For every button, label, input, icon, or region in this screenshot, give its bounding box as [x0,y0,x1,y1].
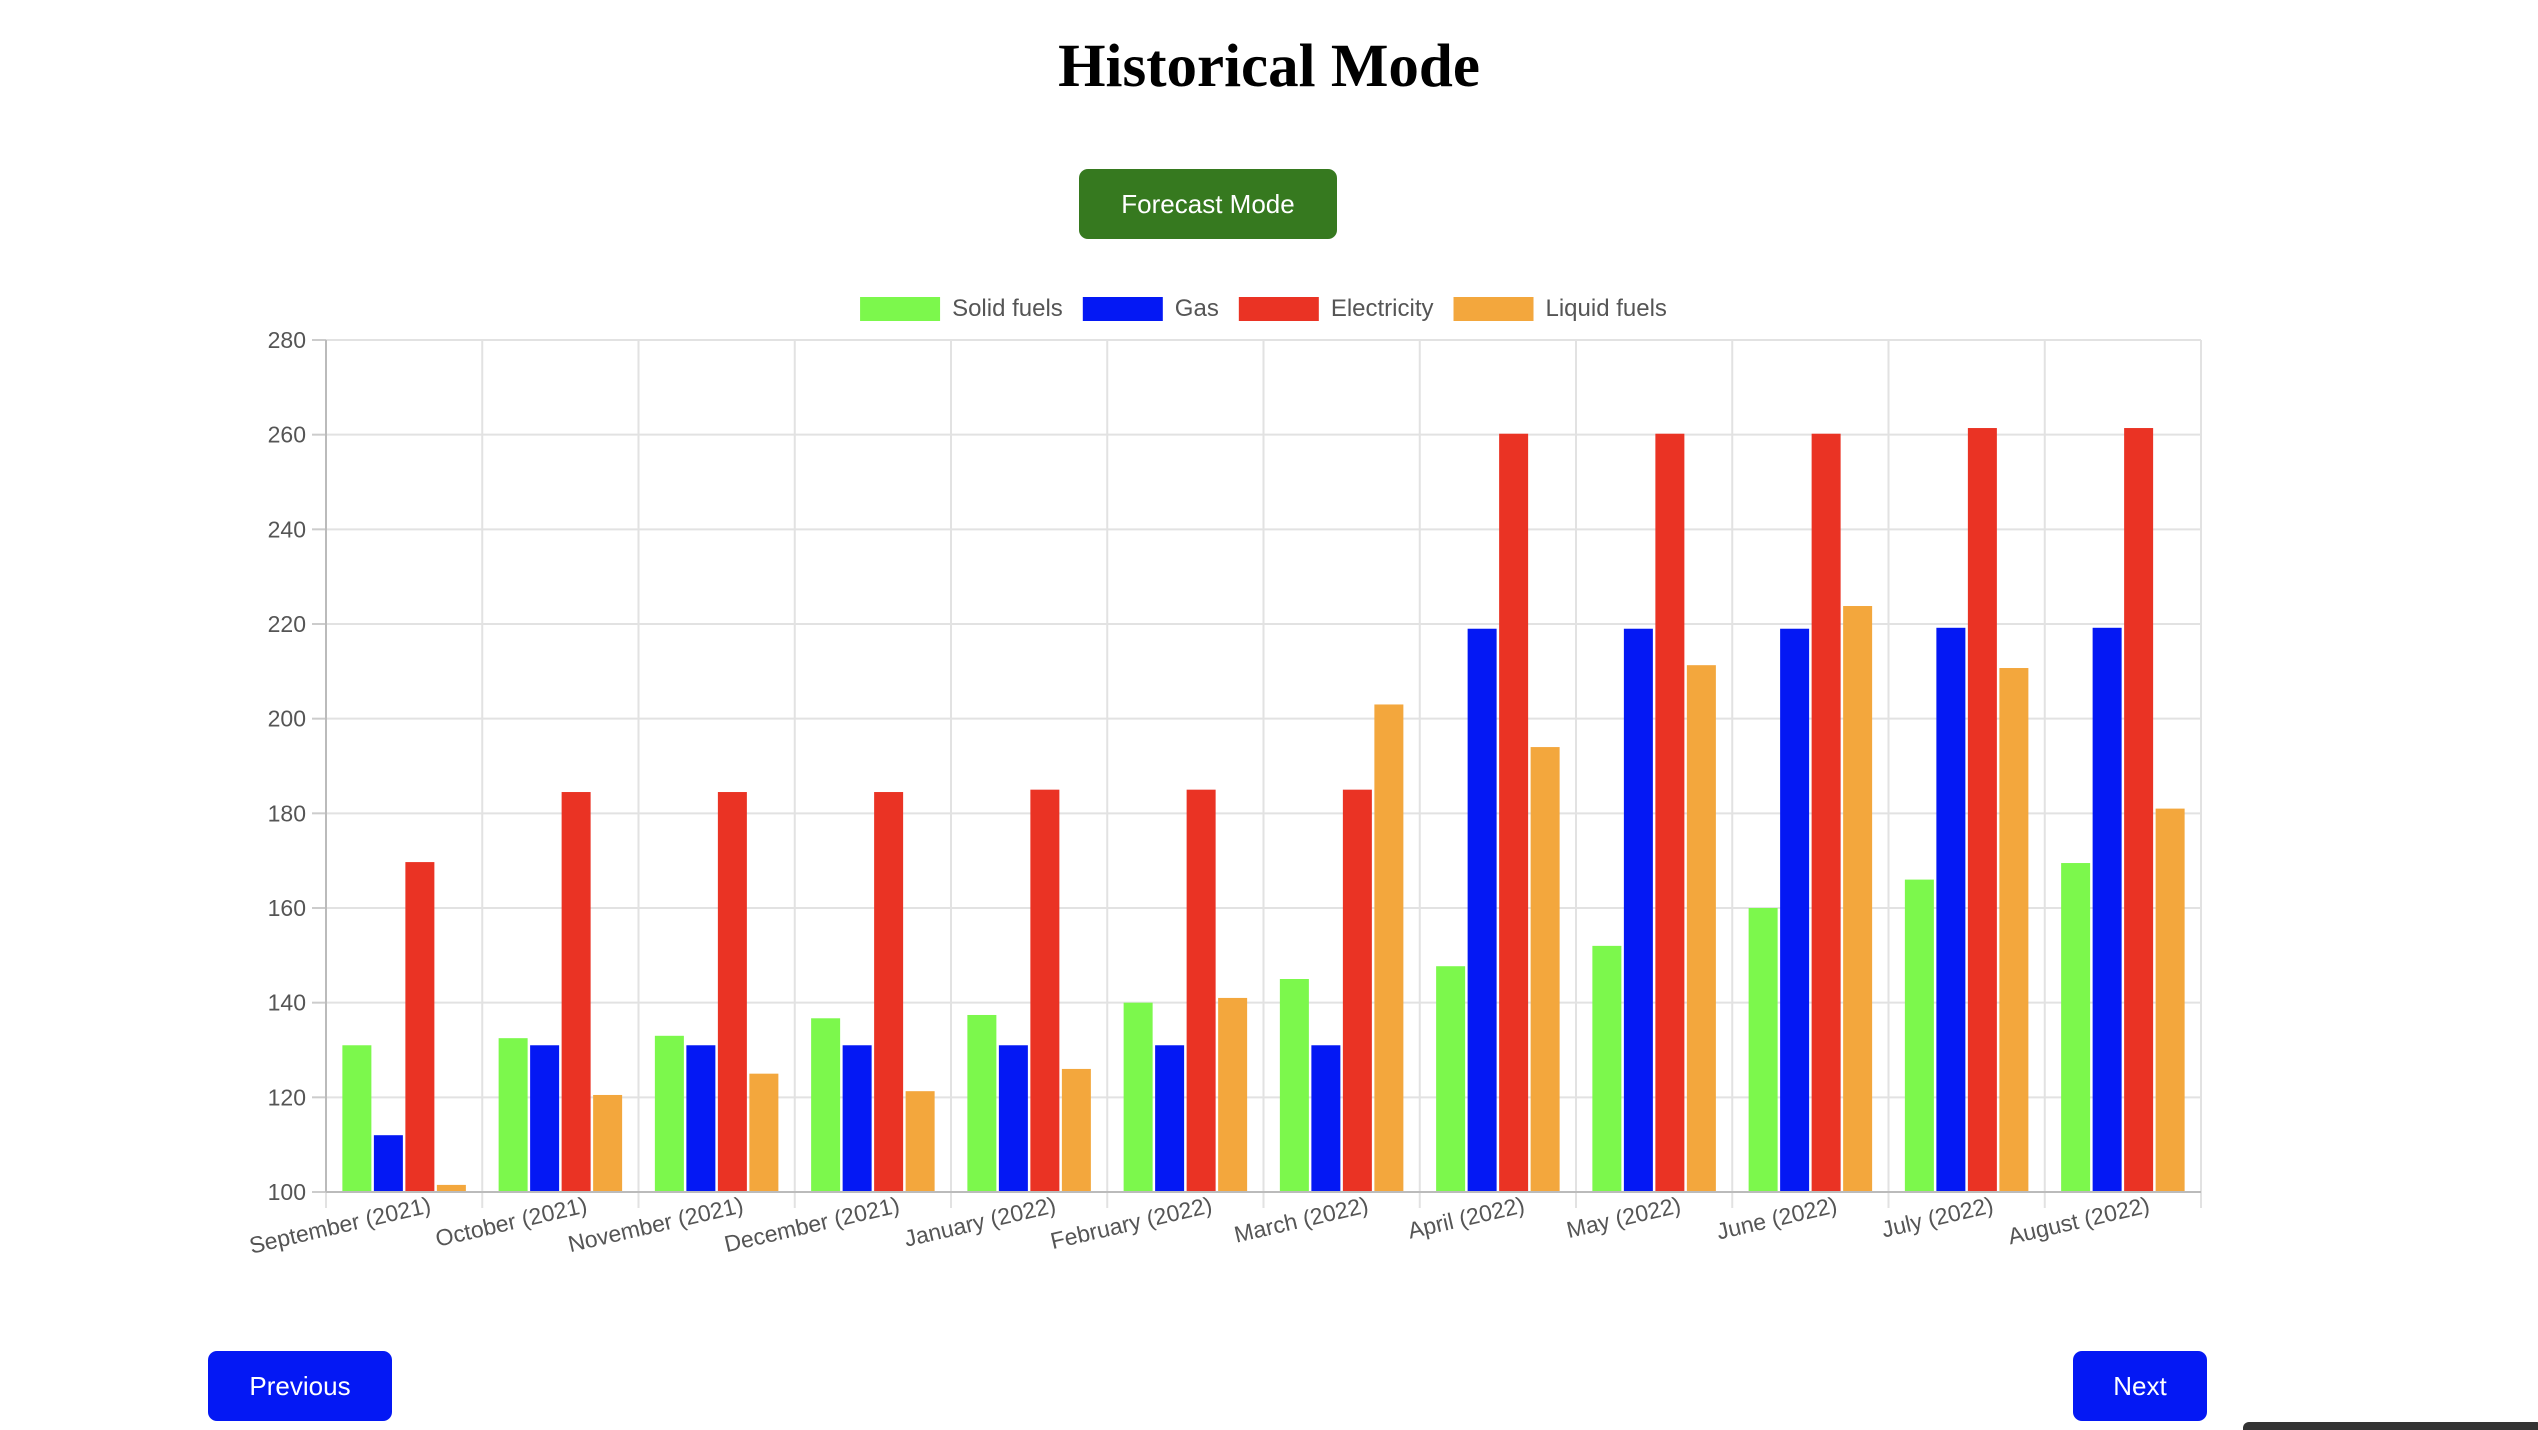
bar-gas[interactable] [998,1045,1028,1192]
bar-solid-fuels[interactable] [1436,966,1466,1192]
bar-solid-fuels[interactable] [342,1045,372,1192]
bar-chart: 280260240220200180160140120100September … [247,295,2202,1259]
y-tick-label: 260 [268,422,306,448]
x-tick-label: October (2021) [433,1192,590,1252]
bar-gas[interactable] [686,1045,716,1192]
bar-liquid-fuels[interactable] [1843,606,1873,1192]
bar-liquid-fuels[interactable] [1686,665,1716,1192]
bar-gas[interactable] [2092,627,2122,1192]
x-tick-label: December (2021) [722,1192,902,1258]
bar-liquid-fuels[interactable] [1530,747,1560,1192]
bar-liquid-fuels[interactable] [749,1073,779,1192]
bar-electricity[interactable] [1655,433,1685,1193]
bar-liquid-fuels[interactable] [436,1184,466,1192]
bar-solid-fuels[interactable] [811,1018,841,1192]
bar-electricity[interactable] [2124,428,2154,1192]
y-tick-label: 160 [268,895,306,921]
bar-solid-fuels[interactable] [498,1038,528,1192]
bar-solid-fuels[interactable] [1279,979,1309,1192]
bar-electricity[interactable] [1967,428,1997,1192]
y-tick-label: 140 [268,990,306,1016]
previous-button[interactable]: Previous [208,1351,392,1421]
legend-label: Liquid fuels [1546,295,1667,322]
bar-liquid-fuels[interactable] [2155,808,2185,1192]
bar-liquid-fuels[interactable] [905,1091,935,1192]
x-tick-label: February (2022) [1048,1192,1215,1254]
legend-swatch [860,297,941,321]
bar-gas[interactable] [1623,628,1653,1192]
y-tick-label: 200 [268,706,306,732]
window-edge [2243,1422,2538,1430]
x-tick-label: April (2022) [1405,1192,1527,1244]
x-tick-label: November (2021) [566,1192,746,1258]
y-tick-label: 120 [268,1084,306,1110]
bar-gas[interactable] [1780,628,1810,1192]
bar-electricity[interactable] [561,792,591,1192]
y-tick-label: 220 [268,611,306,637]
bars [342,428,2185,1193]
bar-liquid-fuels[interactable] [1999,668,2029,1192]
bar-liquid-fuels[interactable] [1218,997,1248,1192]
bar-liquid-fuels[interactable] [1374,704,1404,1192]
bar-electricity[interactable] [1030,789,1060,1192]
x-tick-label: August (2022) [2005,1192,2152,1250]
bar-solid-fuels[interactable] [1748,908,1778,1192]
bar-solid-fuels[interactable] [1123,1002,1153,1192]
forecast-mode-button[interactable]: Forecast Mode [1079,169,1337,239]
legend-label: Electricity [1331,295,1434,322]
y-tick-label: 280 [268,327,306,353]
legend-label: Solid fuels [952,295,1063,322]
bar-liquid-fuels[interactable] [593,1094,623,1192]
y-tick-label: 100 [268,1179,306,1205]
legend-swatch [1238,297,1319,321]
x-tick-label: July (2022) [1879,1192,1996,1243]
bar-gas[interactable] [842,1045,872,1192]
x-tick-label: May (2022) [1564,1192,1683,1244]
bar-solid-fuels[interactable] [654,1035,684,1192]
bar-electricity[interactable] [1186,789,1216,1192]
legend-swatch [1082,297,1163,321]
bar-electricity[interactable] [405,862,435,1192]
bar-solid-fuels[interactable] [1904,879,1934,1192]
bar-gas[interactable] [373,1135,403,1192]
x-tick-label: January (2022) [902,1192,1059,1252]
bar-gas[interactable] [1467,628,1497,1192]
grid [325,339,2202,1208]
bar-solid-fuels[interactable] [1592,945,1622,1192]
bar-electricity[interactable] [1811,433,1841,1193]
bar-gas[interactable] [1155,1045,1185,1192]
next-button[interactable]: Next [2073,1351,2207,1421]
bar-gas[interactable] [1936,627,1966,1192]
y-tick-label: 180 [268,800,306,826]
legend-swatch [1453,297,1534,321]
page-title: Historical Mode [1058,33,1480,100]
bar-liquid-fuels[interactable] [1061,1068,1091,1192]
bar-gas[interactable] [530,1045,560,1192]
bar-solid-fuels[interactable] [2061,863,2091,1192]
x-tick-label: March (2022) [1232,1192,1371,1248]
y-tick-label: 240 [268,516,306,542]
legend-label: Gas [1175,295,1219,322]
bar-electricity[interactable] [874,792,904,1192]
bar-electricity[interactable] [1342,789,1372,1192]
bar-electricity[interactable] [717,792,747,1192]
bar-electricity[interactable] [1499,433,1529,1193]
bar-gas[interactable] [1311,1045,1341,1192]
bar-solid-fuels[interactable] [967,1014,997,1192]
legend: Solid fuels Gas Electricity Liquid fuels [860,295,1667,322]
